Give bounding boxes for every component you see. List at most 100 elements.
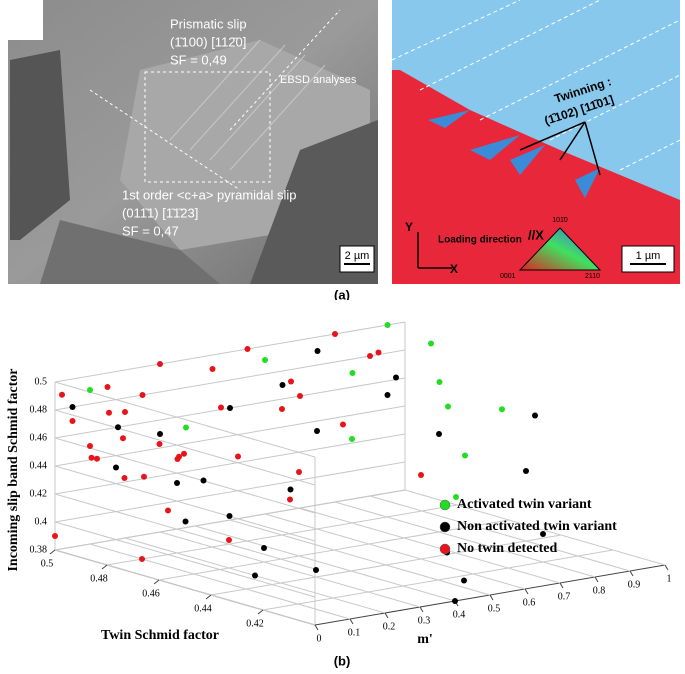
tick-mark: [419, 606, 424, 613]
legend-label: Non activated twin variant: [457, 519, 617, 534]
grid-line: [89, 543, 351, 620]
data-point: [436, 431, 442, 437]
data-point: [418, 472, 424, 478]
data-point: [226, 513, 233, 519]
y-tick-label: 0.5: [488, 603, 501, 614]
grid-line: [264, 513, 526, 590]
data-point: [87, 387, 93, 393]
legend-label: No twin detected: [457, 541, 558, 556]
tick-mark: [489, 594, 494, 601]
grid-line: [229, 519, 491, 596]
grid-line: [54, 381, 316, 458]
grid-line: [54, 349, 406, 411]
data-point: [106, 409, 112, 416]
z-tick-label: 0.5: [35, 376, 48, 387]
data-point: [279, 382, 286, 388]
data-point: [139, 392, 146, 398]
chart: (b) Twin Schmid factor m' Incoming slip …: [6, 321, 672, 668]
y-tick-label: 0: [317, 633, 322, 644]
y-tick-label: 0.7: [558, 591, 571, 602]
tick-mark: [205, 594, 212, 600]
data-point: [88, 454, 95, 461]
annotation: EBSD analyses: [280, 74, 357, 86]
data-point: [349, 436, 355, 442]
data-point: [461, 577, 467, 584]
data-point: [139, 556, 145, 562]
data-point: [296, 469, 302, 475]
data-point: [121, 475, 128, 481]
data-point: [428, 340, 434, 347]
tick-mark: [384, 612, 389, 619]
annotation: SF = 0,47: [122, 223, 179, 238]
grid-line: [54, 461, 406, 523]
z-tick-label: 0.42: [30, 488, 48, 499]
panel-label: (b): [334, 653, 351, 668]
tick-mark: [314, 624, 319, 631]
data-point: [69, 418, 76, 424]
y-tick-label: 0.2: [383, 621, 396, 632]
data-point: [115, 424, 121, 431]
z-tick-label: 0.4: [35, 516, 48, 527]
data-point: [384, 392, 391, 398]
data-point: [393, 374, 399, 381]
annotation: //X: [528, 227, 544, 242]
data-point: [182, 518, 189, 525]
y-tick-label: 0.9: [628, 579, 641, 590]
annotation: SF = 0,49: [170, 52, 227, 67]
data-point: [375, 349, 382, 356]
axis-label: X: [450, 262, 458, 276]
data-point: [94, 455, 100, 462]
grid-line: [54, 409, 316, 486]
annotation: 2110: [585, 273, 600, 280]
data-point: [183, 424, 189, 431]
data-point: [349, 370, 356, 376]
tick-mark: [349, 618, 354, 625]
tick-mark: [559, 582, 564, 589]
data-point: [287, 496, 293, 503]
panel-label: (a): [334, 287, 350, 300]
x-tick-label: 0.48: [90, 573, 108, 584]
data-point: [314, 428, 320, 434]
data-point: [499, 406, 505, 413]
z-tick-label: 0.44: [30, 460, 48, 471]
data-point: [252, 572, 258, 579]
y-tick-label: 0.6: [523, 597, 536, 608]
data-point: [157, 431, 163, 437]
grid-line: [299, 507, 561, 584]
ebsd-map: [391, 0, 681, 284]
data-point: [174, 480, 180, 486]
data-point: [104, 384, 111, 390]
axis-label: Y: [405, 220, 413, 234]
grid-line: [194, 525, 456, 602]
x-axis-label: Twin Schmid factor: [101, 628, 219, 643]
tick-mark: [49, 549, 56, 555]
z-tick-label: 0.38: [30, 544, 48, 555]
grid-line: [54, 549, 316, 626]
data-point: [452, 598, 458, 604]
data-point: [367, 353, 373, 359]
data-point: [141, 473, 147, 480]
data-point: [209, 366, 216, 372]
data-point: [287, 486, 294, 493]
data-point: [314, 348, 321, 354]
data-point: [262, 357, 268, 363]
grid-line: [54, 437, 316, 514]
data-point: [453, 494, 459, 500]
annotation: (011̄1) [1̄1̄23]: [122, 205, 198, 220]
y-axis-label: m': [417, 632, 433, 647]
data-point: [165, 507, 171, 514]
grid-line: [54, 433, 406, 495]
annotation: 1st order <c+a> pyramidal slip: [122, 187, 297, 202]
data-point: [436, 379, 443, 385]
annotation: 101̄0: [552, 217, 568, 224]
grid-line: [54, 321, 406, 383]
data-point: [113, 464, 119, 471]
data-point: [52, 533, 58, 539]
y-tick-label: 0.4: [453, 609, 466, 620]
scale-bar-label: 2 µm: [345, 250, 370, 262]
data-point: [523, 468, 529, 474]
data-point: [244, 346, 251, 352]
data-point: [297, 393, 303, 399]
data-point: [226, 537, 232, 543]
